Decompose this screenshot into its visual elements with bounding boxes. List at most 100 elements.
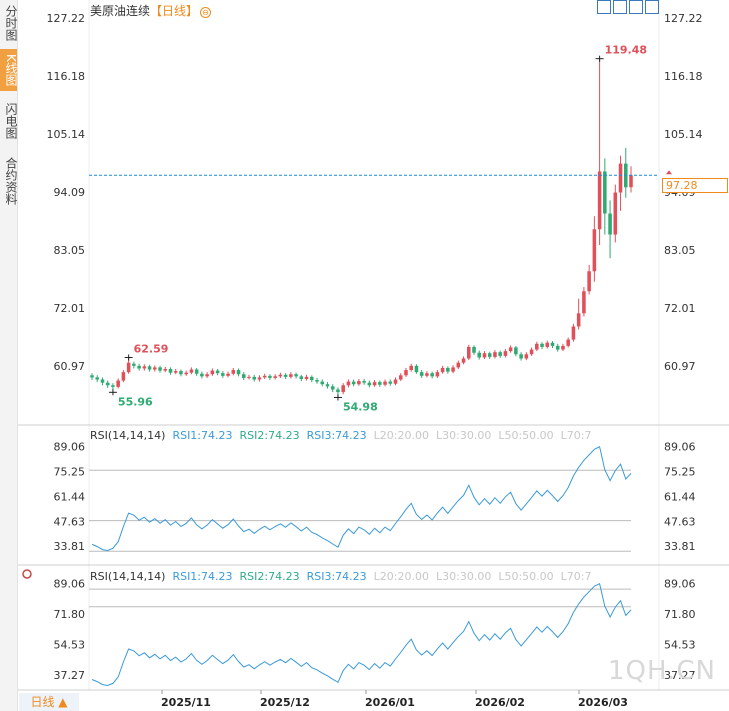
tab-contract-info[interactable]: 合约资料 <box>4 157 18 205</box>
rsi3-value: RSI3:74.23 <box>306 429 367 442</box>
candle-body <box>440 367 445 373</box>
rsi1-value: RSI1:74.23 <box>172 570 233 583</box>
rsi-tick-label-right: 47.63 <box>664 515 696 528</box>
candle-body <box>456 362 461 368</box>
y-tick-label-right: 83.05 <box>664 244 696 257</box>
rsi3-value: RSI3:74.23 <box>306 570 367 583</box>
chart-title: 美原油连续【日线】 ⊖ <box>90 2 212 19</box>
candle-body <box>95 377 100 380</box>
annotation-label: 119.48 <box>605 44 647 57</box>
candle-body <box>618 163 623 193</box>
l70-value: L70:7 <box>560 570 592 583</box>
annotation-label: 62.59 <box>134 342 169 355</box>
candle-body <box>466 346 471 359</box>
x-tick-label: 2025/12 <box>260 696 310 709</box>
x-tick-label: 2026/01 <box>365 696 415 709</box>
candle-body <box>90 375 94 378</box>
tab-time-share[interactable]: 分时图 <box>4 5 18 41</box>
chart-type-icon[interactable] <box>629 0 643 14</box>
candle-body <box>472 346 476 353</box>
candle-body <box>550 342 555 346</box>
candle-body <box>372 382 377 386</box>
candle-body <box>493 352 497 357</box>
rsi-tick-label-right: 61.44 <box>664 490 696 503</box>
annotation-label: 54.98 <box>343 400 378 413</box>
candle-body <box>205 374 209 377</box>
rsi2-value: RSI2:74.23 <box>239 570 300 583</box>
candle-body <box>283 374 288 377</box>
rsi-legend-title: RSI(14,14,14) <box>90 429 166 442</box>
candle-body <box>194 369 199 374</box>
candle-body <box>236 370 241 375</box>
candle-body <box>184 372 188 375</box>
candle-body <box>425 373 429 376</box>
adjust-circle-icon[interactable]: ⊖ <box>200 7 212 18</box>
candle-body <box>603 171 607 214</box>
current-price-tag: 97.28 <box>662 178 728 193</box>
candle-body <box>608 213 612 235</box>
candle-body <box>498 352 502 356</box>
candle-body <box>299 376 304 379</box>
tab-k-line[interactable]: K线图 <box>0 49 18 91</box>
candle-body <box>341 385 345 393</box>
period-select-button[interactable]: 日线 ▲ <box>19 693 79 711</box>
rsi-tick-label-right: 89.06 <box>664 441 696 454</box>
zoom-in-icon[interactable] <box>645 0 659 14</box>
rsi1-value: RSI1:74.23 <box>172 429 233 442</box>
candle-body <box>210 370 215 375</box>
y-tick-label-left: 127.22 <box>47 12 86 25</box>
candle-body <box>215 370 220 374</box>
candle-body <box>555 345 560 350</box>
candle-body <box>477 352 482 358</box>
period-label: 【日线】 <box>150 4 199 18</box>
rsi-tick-label-left: 33.81 <box>54 540 86 553</box>
rsi-tick-label-left: 89.06 <box>54 441 86 454</box>
candle-body <box>179 371 183 375</box>
y-tick-label-left: 94.09 <box>54 186 86 199</box>
l20-value: L20:20.00 <box>373 429 429 442</box>
candle-body <box>200 373 204 377</box>
candle-body <box>430 373 434 377</box>
tab-flash[interactable]: 闪电图 <box>4 103 18 139</box>
rsi-tick-label-right: 37.27 <box>664 669 696 682</box>
candle-body <box>241 374 246 378</box>
candle-body <box>597 171 602 230</box>
candle-body <box>111 385 115 387</box>
candle-body <box>524 354 529 359</box>
candle-body <box>173 371 178 373</box>
y-tick-label-left: 116.18 <box>47 70 86 83</box>
candle-body <box>566 339 570 346</box>
candle-body <box>346 381 351 386</box>
y-tick-label-left: 72.01 <box>54 302 86 315</box>
rsi-tick-label-right: 75.25 <box>664 466 696 479</box>
candle-body <box>126 362 131 373</box>
candle-body <box>294 374 298 377</box>
l30-value: L30:30.00 <box>436 429 492 442</box>
candle-body <box>357 381 361 385</box>
move-right-icon[interactable] <box>613 0 627 14</box>
candle-body <box>383 381 387 385</box>
candle-body <box>367 382 372 386</box>
x-tick-label: 2026/03 <box>578 696 628 709</box>
candle-body <box>409 365 413 371</box>
candle-body <box>189 369 194 373</box>
candle-body <box>482 353 487 358</box>
candle-body <box>378 382 382 385</box>
l30-value: L30:30.00 <box>436 570 492 583</box>
y-tick-label-left: 60.97 <box>54 360 86 373</box>
rsi-tick-label-left: 37.27 <box>54 669 86 682</box>
candle-body <box>247 376 251 378</box>
x-tick-label: 2026/02 <box>475 696 525 709</box>
candle-body <box>404 370 408 376</box>
candle-body <box>273 376 277 378</box>
candle-body <box>257 377 262 380</box>
candle-body <box>419 372 424 376</box>
move-left-icon[interactable] <box>597 0 611 14</box>
candle-body <box>388 381 393 384</box>
candle-body <box>582 291 586 314</box>
candle-body <box>315 380 319 382</box>
candle-body <box>100 379 105 383</box>
candle-body <box>535 343 539 350</box>
rsi-legend-1: RSI(14,14,14) RSI1:74.23 RSI2:74.23 RSI3:74… <box>90 429 599 442</box>
